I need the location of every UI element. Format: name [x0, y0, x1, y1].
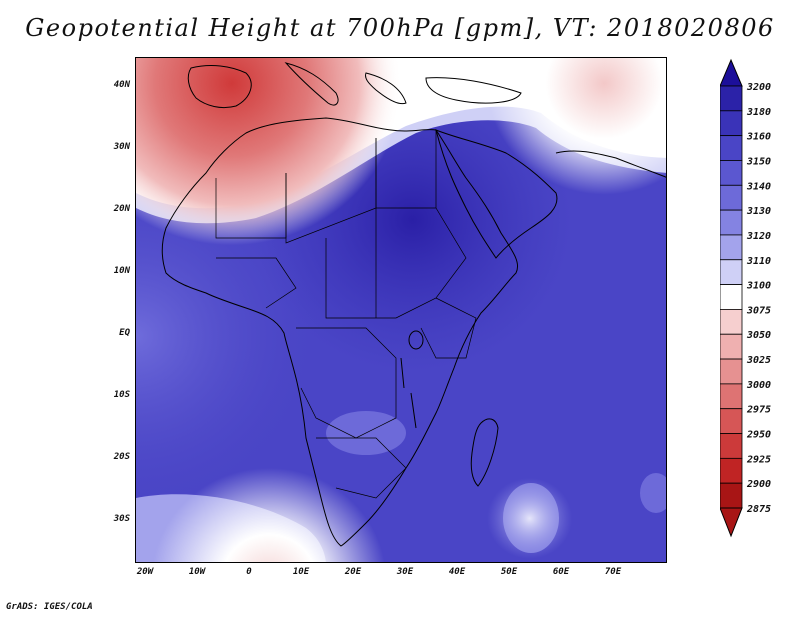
- y-tick-label: 30S: [113, 514, 130, 524]
- border-egypt: [375, 130, 437, 209]
- colorbar-label: 3050: [746, 330, 771, 341]
- x-tick-label: 70E: [604, 567, 622, 577]
- italy-coast: [284, 62, 339, 106]
- colorbar-label: 3075: [746, 305, 771, 316]
- colorbar-label: 3000: [746, 380, 771, 391]
- field-light-southeast: [136, 58, 666, 562]
- x-tick-label: 10W: [188, 567, 206, 577]
- y-tick-label: 10N: [113, 266, 130, 276]
- border-congo: [296, 327, 397, 439]
- border-sahel: [325, 207, 467, 319]
- colorbar-cell: [720, 209, 743, 236]
- colorbar: 3200 3180 3160 3150 3140 3130 3120 3110 3100 3075…: [720, 58, 771, 538]
- colorbar-cell: [720, 110, 743, 137]
- colorbar-cell: [720, 135, 743, 161]
- x-tick-label: 60E: [552, 567, 570, 577]
- colorbar-cell: [720, 85, 743, 112]
- colorbar-label: 2975: [746, 405, 771, 416]
- colorbar-label: 3140: [746, 181, 771, 192]
- rift-lakes: [400, 357, 417, 429]
- colorbar-cell: [720, 358, 743, 385]
- border-southern: [316, 437, 407, 499]
- y-tick-label: EQ: [119, 328, 130, 338]
- colorbar-cell: [720, 259, 743, 285]
- colorbar-cell: [720, 234, 743, 261]
- greece-coast: [365, 72, 407, 105]
- colorbar-cell: [720, 333, 743, 360]
- colorbar-label: 2900: [746, 479, 771, 490]
- footer-credit: GrADS: IGES/COLA: [6, 602, 93, 612]
- x-tick-label: 20W: [136, 567, 154, 577]
- colorbar-cell: [720, 482, 743, 509]
- x-tick-label: 10E: [292, 567, 310, 577]
- colorbar-bottom-arrow: [720, 507, 743, 538]
- iberia-coast: [187, 65, 252, 109]
- colorbar-cell: [720, 284, 743, 310]
- asia-coast: [555, 150, 666, 178]
- colorbar-top-arrow: [720, 58, 743, 87]
- lake-victoria: [408, 330, 424, 350]
- blob-east: [640, 473, 666, 513]
- colorbar-cell: [720, 433, 743, 459]
- colorbar-label: 2925: [746, 454, 771, 465]
- y-tick-label: 20N: [113, 204, 130, 214]
- y-tick-label: 40N: [113, 80, 130, 90]
- border-west-africa: [216, 257, 297, 309]
- colorbar-cell: [720, 383, 743, 410]
- colorbar-cell: [720, 309, 743, 335]
- y-tick-label: 10S: [113, 390, 130, 400]
- x-tick-label: 30E: [396, 567, 414, 577]
- y-tick-label: 20S: [113, 452, 130, 462]
- country-borders: [215, 130, 477, 499]
- madagascar-coast: [470, 418, 499, 487]
- y-tick-label: 30N: [113, 142, 130, 152]
- colorbar-label: 3160: [746, 132, 771, 143]
- colorbar-label: 3120: [746, 231, 771, 242]
- colorbar-label: 3130: [746, 206, 771, 217]
- colorbar-label: 3100: [746, 281, 771, 292]
- colorbar-label: 3025: [746, 355, 771, 366]
- colorbar-cell: [720, 408, 743, 434]
- border-horn: [420, 297, 477, 359]
- x-tick-label: 20E: [344, 567, 362, 577]
- colorbar-label: 2950: [746, 430, 771, 441]
- x-tick-label: 0: [246, 567, 252, 577]
- colorbar-label: 3110: [746, 256, 771, 267]
- x-tick-label: 40E: [448, 567, 466, 577]
- turkey-coast: [425, 77, 522, 104]
- x-tick-label: 50E: [500, 567, 518, 577]
- colorbar-cell: [720, 184, 743, 211]
- map-panel: [135, 57, 667, 563]
- colorbar-label: 3150: [746, 156, 771, 167]
- map-title: Geopotential Height at 700hPa [gpm], VT:…: [25, 14, 775, 42]
- colorbar-label: 3200: [746, 82, 771, 93]
- geopotential-map: [136, 58, 666, 562]
- colorbar-cell: [720, 457, 743, 484]
- colorbar-label: 3180: [746, 107, 771, 118]
- colorbar-label: 2875: [746, 504, 771, 515]
- arabia-coast: [435, 129, 558, 259]
- colorbar-cell: [720, 160, 743, 186]
